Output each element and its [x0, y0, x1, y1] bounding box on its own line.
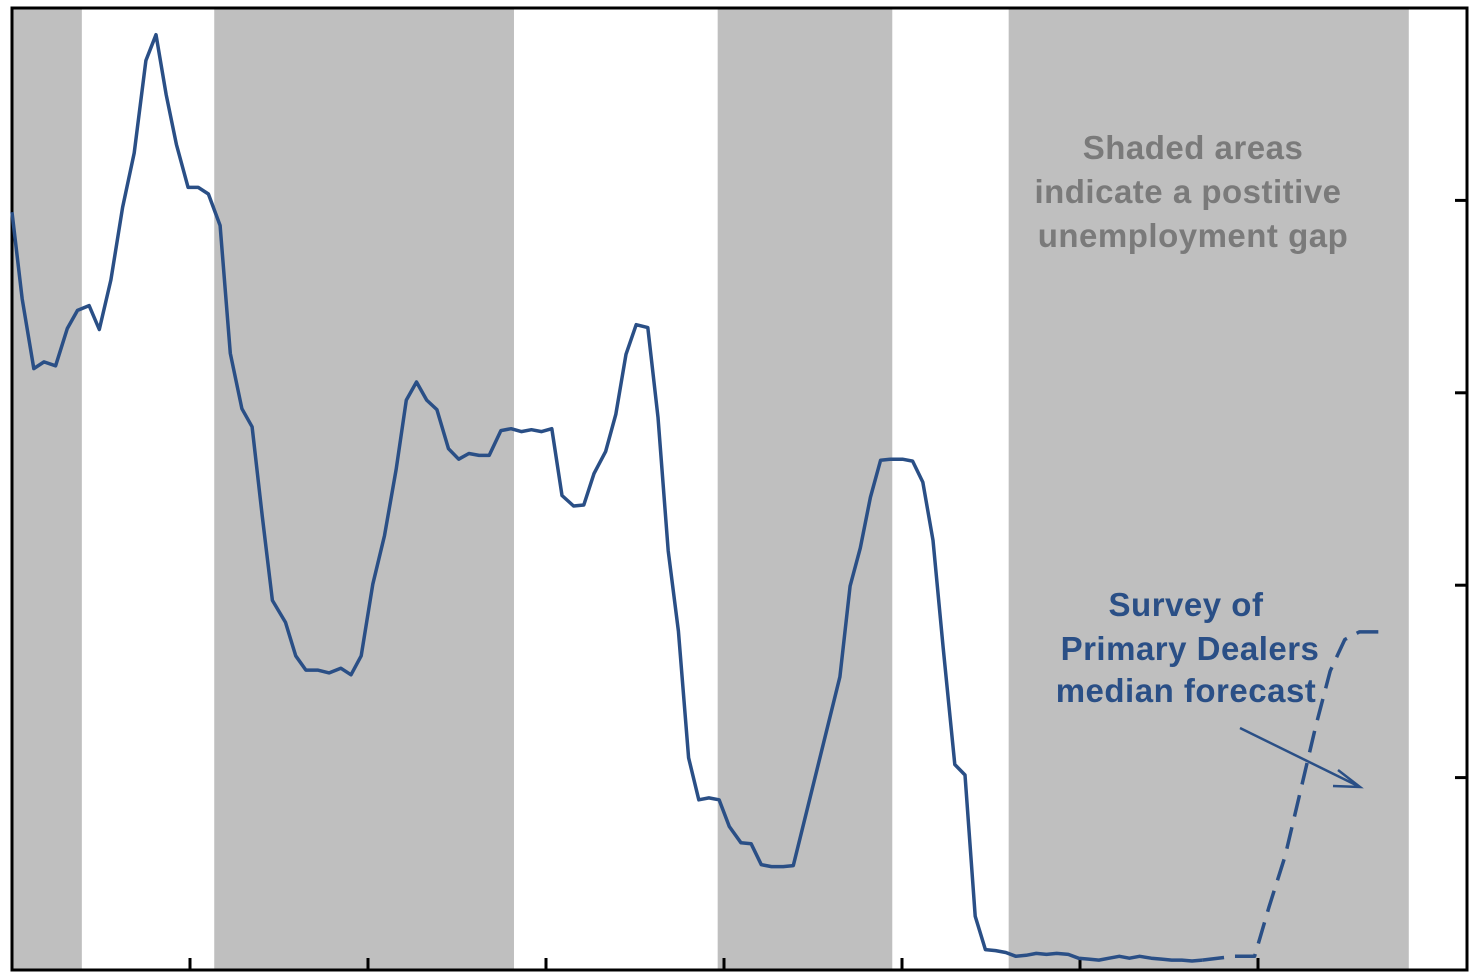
- shaded-regions: [12, 8, 1409, 970]
- forecast-label-line-2: Primary Dealers: [1061, 630, 1320, 667]
- forecast-label-line-1: Survey of: [1109, 586, 1264, 623]
- historical-series-line: [10, 32, 1203, 963]
- series-lines: [10, 32, 1383, 963]
- y-ticks: [12, 198, 1467, 780]
- forecast-arrow: [1239, 726, 1359, 788]
- shade-note-line-3: unemployment gap: [1038, 217, 1349, 254]
- shaded-region-4: [1008, 8, 1409, 970]
- forecast-series-line: [1201, 630, 1383, 962]
- forecast-label-line-3: median forecast: [1056, 672, 1317, 709]
- shaded-region-3: [717, 8, 893, 970]
- shaded-region-2: [214, 8, 514, 970]
- shade-note-line-1: Shaded areas: [1083, 129, 1304, 166]
- forecast-arrow-head: [1332, 769, 1364, 789]
- plot-frame: [10, 6, 1469, 972]
- shade-note-line-2: indicate a postitive: [1034, 173, 1341, 210]
- shaded-region-1: [12, 8, 82, 970]
